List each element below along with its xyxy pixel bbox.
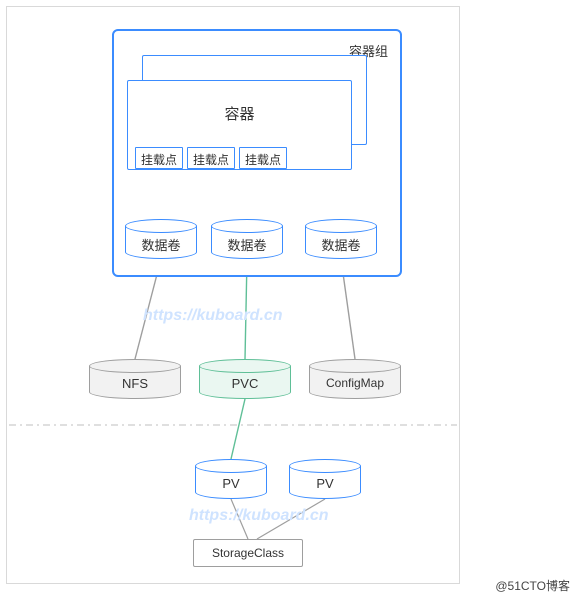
configmap-cylinder: ConfigMap xyxy=(309,359,401,399)
pv-cylinder: PV xyxy=(195,459,267,499)
mountpoint-label: 挂载点 xyxy=(188,151,234,168)
mountpoint-label: 挂载点 xyxy=(240,151,286,168)
watermark-text: https://kuboard.cn xyxy=(143,307,283,324)
storageclass-label: StorageClass xyxy=(194,546,302,560)
diagram-frame: https://kuboard.cn https://kuboard.cn ht… xyxy=(6,6,460,584)
pv-cylinder: PV xyxy=(289,459,361,499)
pv-label: PV xyxy=(289,476,361,491)
volume-label: 数据卷 xyxy=(305,235,377,254)
volume-label: 数据卷 xyxy=(211,235,283,254)
nfs-label: NFS xyxy=(89,376,181,391)
mountpoint-box: 挂载点 xyxy=(187,147,235,169)
pvc-label: PVC xyxy=(199,376,291,391)
credit-text: @51CTO博客 xyxy=(495,577,570,594)
watermark: https://kuboard.cn xyxy=(143,307,283,325)
watermark: https://kuboard.cn xyxy=(189,507,329,525)
mountpoint-label: 挂载点 xyxy=(136,151,182,168)
pv-label: PV xyxy=(195,476,267,491)
mountpoint-box: 挂载点 xyxy=(239,147,287,169)
volume-cylinder: 数据卷 xyxy=(125,219,197,259)
container-label: 容器 xyxy=(128,103,351,124)
volume-cylinder: 数据卷 xyxy=(305,219,377,259)
pvc-cylinder: PVC xyxy=(199,359,291,399)
nfs-cylinder: NFS xyxy=(89,359,181,399)
volume-label: 数据卷 xyxy=(125,235,197,254)
storageclass-box: StorageClass xyxy=(193,539,303,567)
volume-cylinder: 数据卷 xyxy=(211,219,283,259)
configmap-label: ConfigMap xyxy=(309,376,401,390)
mountpoint-box: 挂载点 xyxy=(135,147,183,169)
watermark-text: https://kuboard.cn xyxy=(189,507,329,524)
